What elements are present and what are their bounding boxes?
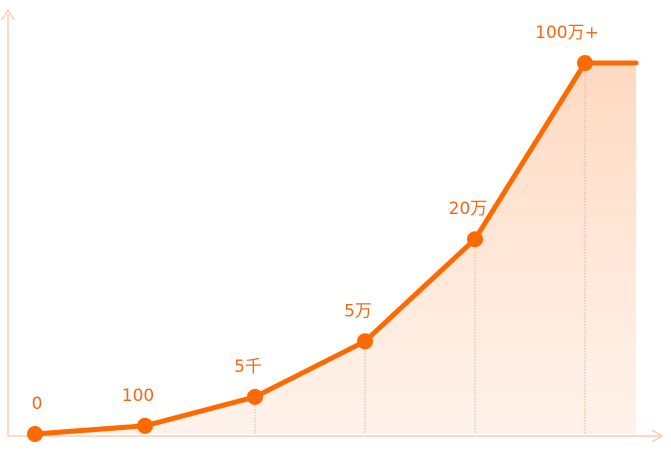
data-label: 0	[32, 394, 43, 414]
data-label: 5千	[234, 357, 262, 377]
data-label: 5万	[344, 301, 372, 321]
data-point	[27, 426, 43, 442]
data-labels: 0 100 5千 5万 20万 100万+	[32, 23, 599, 414]
x-axis-arrow	[651, 429, 664, 443]
area-fill	[35, 63, 636, 434]
data-label: 100	[122, 386, 154, 406]
data-point	[577, 55, 593, 71]
data-point	[467, 231, 483, 248]
data-point	[247, 388, 263, 405]
data-label: 100万+	[535, 23, 599, 43]
data-points	[27, 55, 593, 442]
data-point	[357, 333, 373, 350]
y-axis-arrow	[1, 8, 15, 21]
data-point	[137, 417, 153, 434]
data-label: 20万	[449, 199, 488, 219]
